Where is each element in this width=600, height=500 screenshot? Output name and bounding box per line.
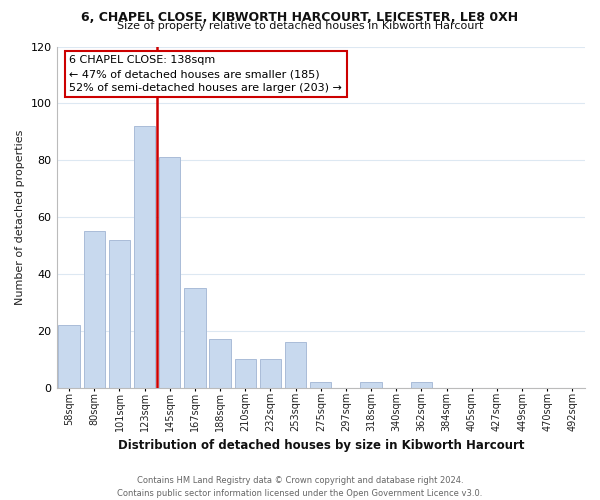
Bar <box>310 382 331 388</box>
Bar <box>235 359 256 388</box>
Text: Contains HM Land Registry data © Crown copyright and database right 2024.
Contai: Contains HM Land Registry data © Crown c… <box>118 476 482 498</box>
Bar <box>184 288 206 388</box>
Text: 6 CHAPEL CLOSE: 138sqm
← 47% of detached houses are smaller (185)
52% of semi-de: 6 CHAPEL CLOSE: 138sqm ← 47% of detached… <box>70 55 342 93</box>
Bar <box>411 382 432 388</box>
Bar <box>134 126 155 388</box>
Bar <box>159 158 181 388</box>
Bar <box>285 342 307 388</box>
Text: 6, CHAPEL CLOSE, KIBWORTH HARCOURT, LEICESTER, LE8 0XH: 6, CHAPEL CLOSE, KIBWORTH HARCOURT, LEIC… <box>82 11 518 24</box>
Bar <box>260 359 281 388</box>
Bar <box>58 325 80 388</box>
Bar <box>209 339 231 388</box>
Bar <box>83 231 105 388</box>
Y-axis label: Number of detached properties: Number of detached properties <box>15 130 25 304</box>
Bar <box>361 382 382 388</box>
Text: Size of property relative to detached houses in Kibworth Harcourt: Size of property relative to detached ho… <box>117 21 483 31</box>
Bar <box>109 240 130 388</box>
X-axis label: Distribution of detached houses by size in Kibworth Harcourt: Distribution of detached houses by size … <box>118 440 524 452</box>
